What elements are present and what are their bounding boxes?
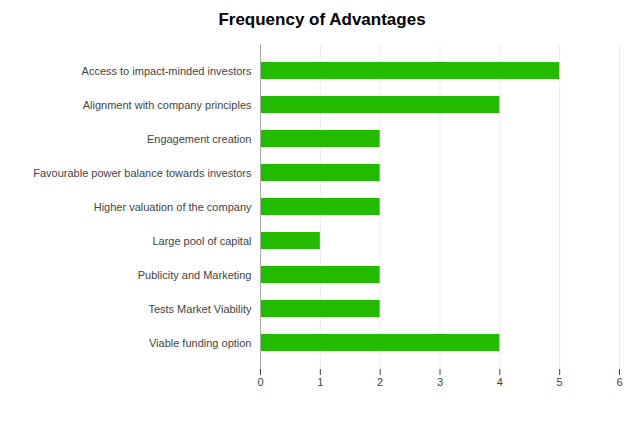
svg-text:Favourable power balance towar: Favourable power balance towards investo… (33, 167, 252, 179)
svg-text:Higher valuation of the compan: Higher valuation of the company (94, 201, 252, 213)
svg-text:4: 4 (497, 376, 503, 388)
svg-text:Large pool of capital: Large pool of capital (152, 235, 251, 247)
svg-text:Alignment with company princip: Alignment with company principles (83, 99, 252, 111)
svg-text:Access to impact-minded invest: Access to impact-minded investors (82, 65, 252, 77)
svg-text:2: 2 (377, 376, 383, 388)
svg-text:Engagement creation: Engagement creation (147, 133, 252, 145)
svg-text:3: 3 (437, 376, 443, 388)
svg-text:5: 5 (557, 376, 563, 388)
svg-text:0: 0 (257, 376, 263, 388)
svg-text:Publicity and Marketing: Publicity and Marketing (138, 269, 252, 281)
svg-text:6: 6 (616, 376, 622, 388)
svg-text:Viable funding option: Viable funding option (149, 337, 252, 349)
svg-text:Tests Market Viability: Tests Market Viability (148, 303, 252, 315)
svg-text:1: 1 (317, 376, 323, 388)
html-text:Frequency of Advantages: Frequency of Advantages (218, 10, 426, 29)
